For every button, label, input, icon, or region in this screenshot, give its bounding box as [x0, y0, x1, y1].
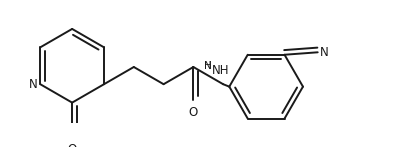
Text: O: O [189, 106, 198, 119]
Text: NH: NH [212, 64, 229, 77]
Text: N: N [204, 61, 212, 71]
Text: N: N [320, 46, 329, 59]
Text: O: O [67, 143, 77, 147]
Text: N: N [29, 78, 37, 91]
Text: H: H [204, 61, 212, 71]
